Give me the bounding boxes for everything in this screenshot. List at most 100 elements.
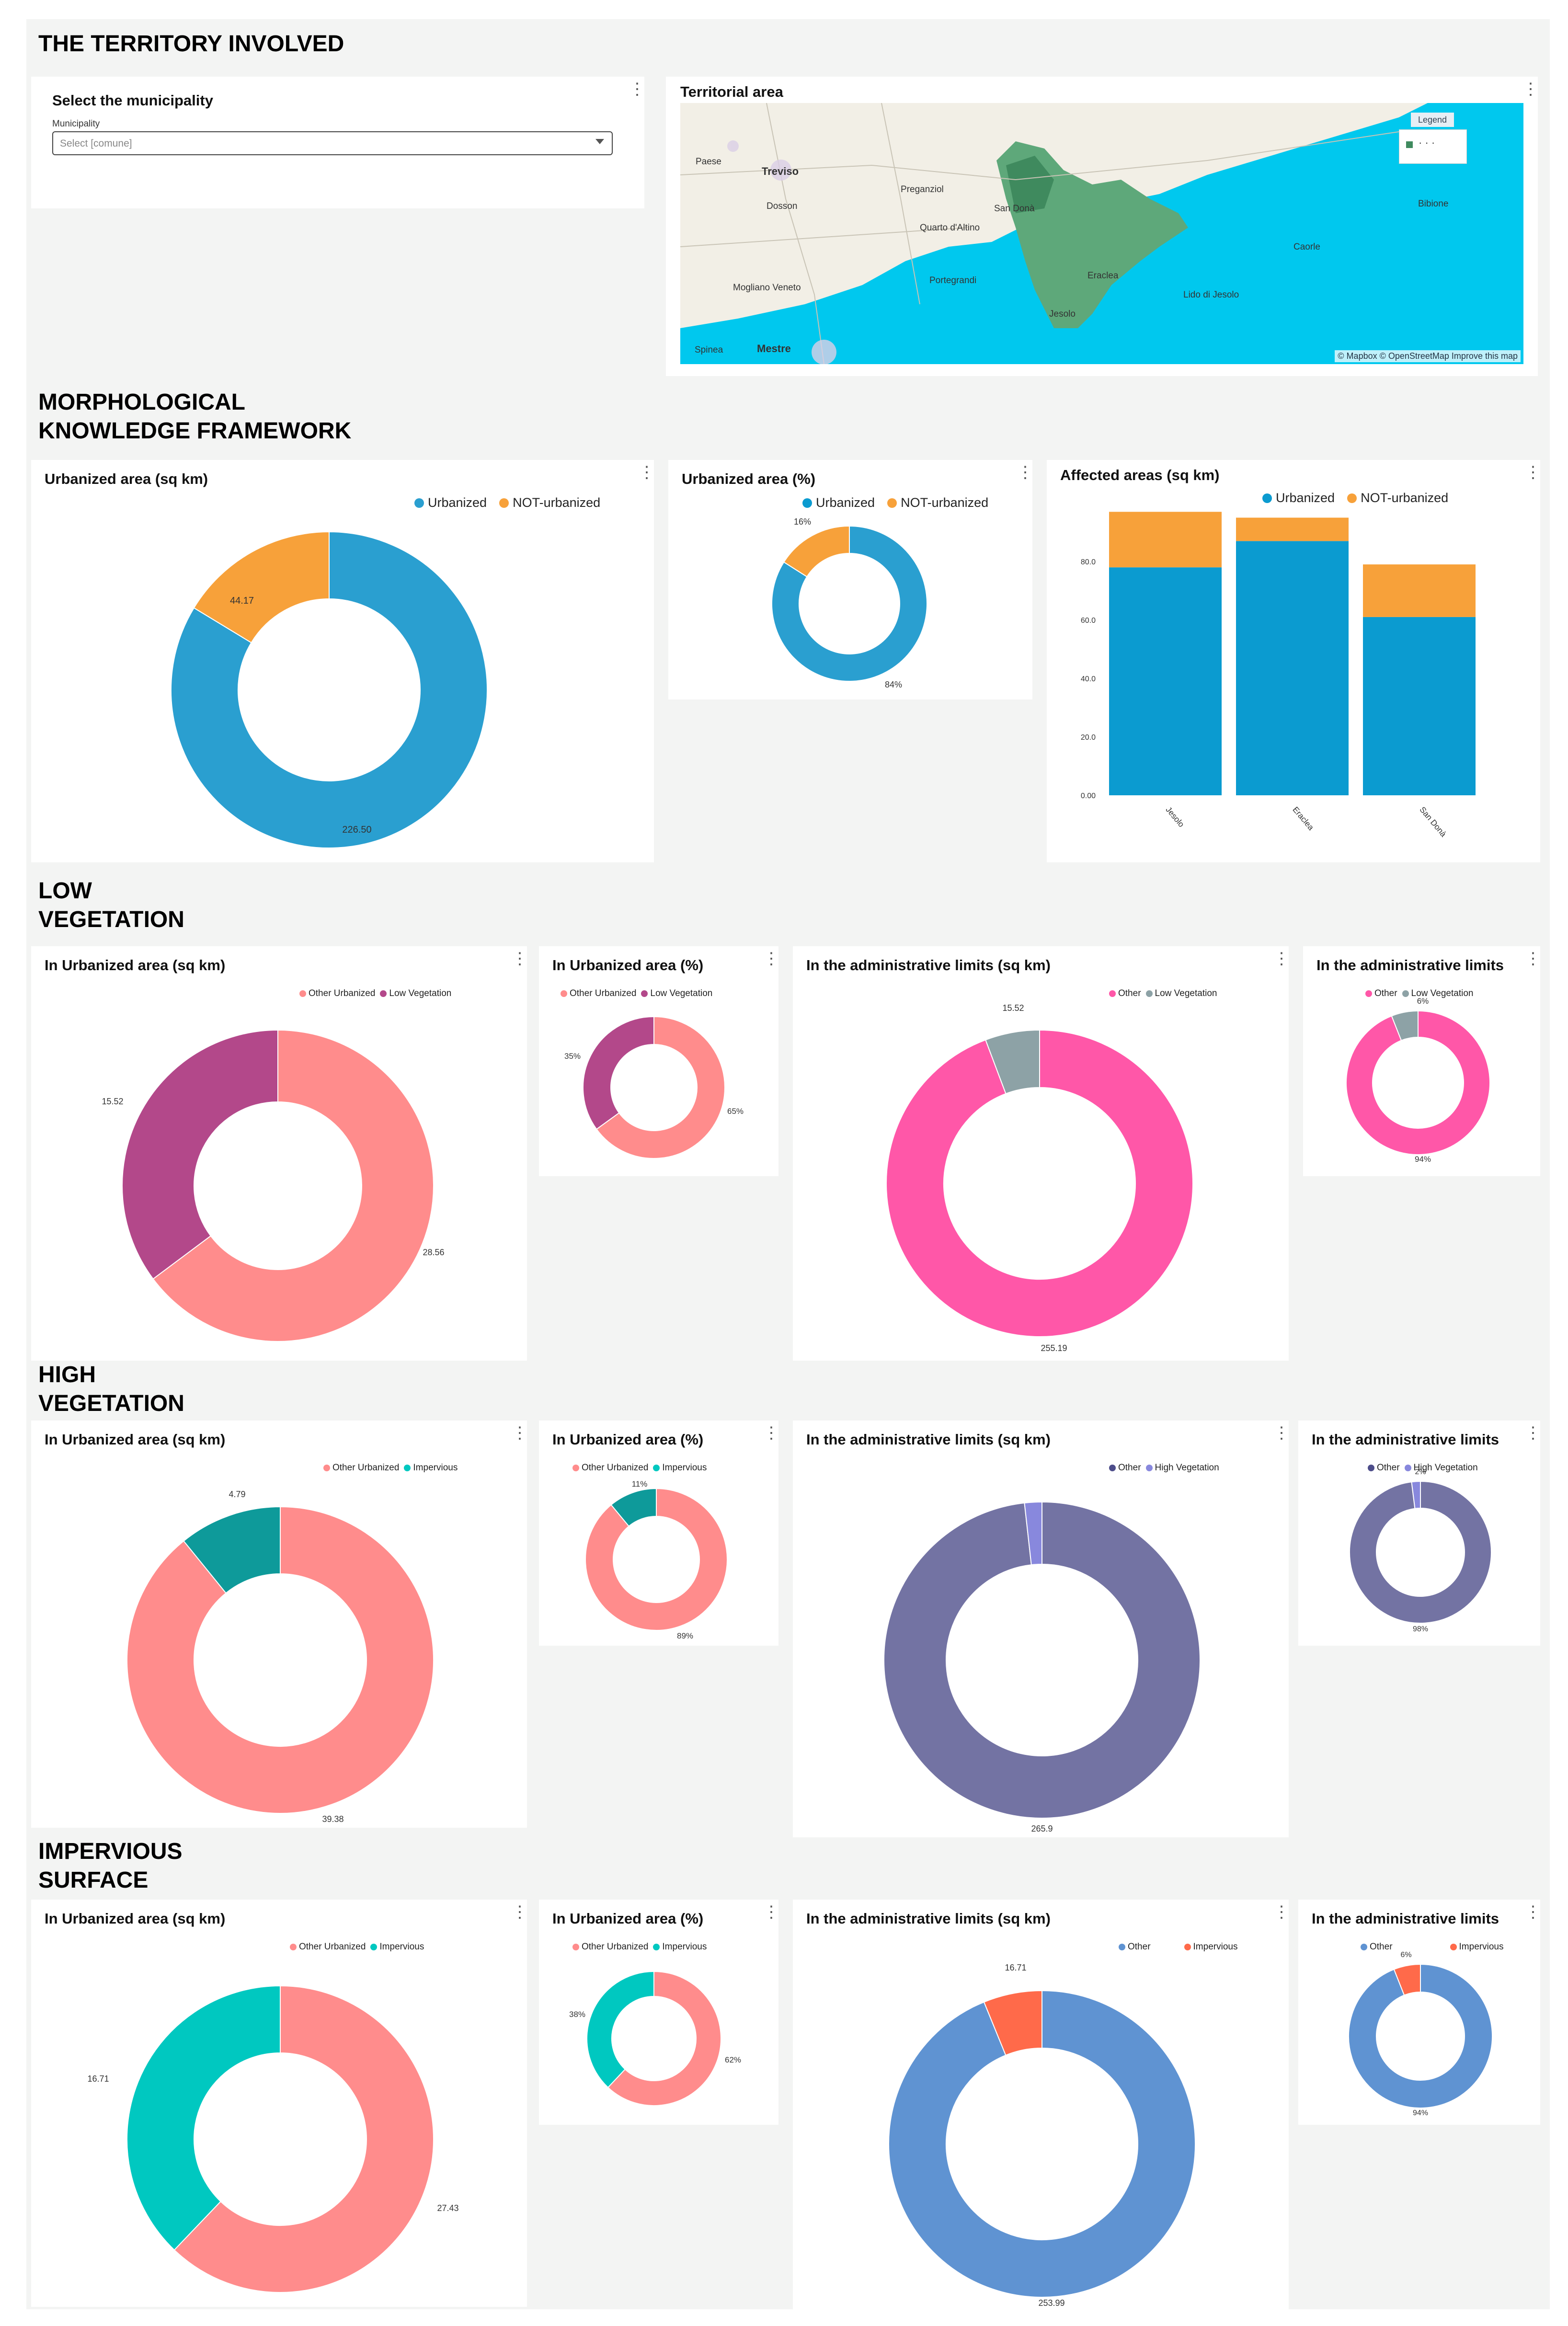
legend-item-other[interactable]: Other: [1361, 1942, 1393, 1952]
legend-item-other[interactable]: Other: [1365, 988, 1397, 999]
legend-label: Impervious: [413, 1463, 458, 1473]
donut-slice-other[interactable]: [1349, 1480, 1492, 1624]
bar-eraclea-not-urbanized[interactable]: [1236, 517, 1349, 541]
donut-slice-low-vegetation[interactable]: [1391, 1010, 1419, 1041]
legend-item-other-urbanized[interactable]: Other Urbanized: [290, 1942, 366, 1952]
data-label-impervious: 16.71: [1005, 1963, 1026, 1972]
more-options-icon[interactable]: ⋮: [1522, 80, 1539, 98]
bar-jesolo-urbanized[interactable]: [1109, 567, 1222, 795]
donut-slice-other[interactable]: [1346, 1010, 1490, 1155]
impervious-urbanized-pct-card: In Urbanized area (%) ⋮ Other Urbanized …: [539, 1900, 779, 2125]
donut-slice-impervious[interactable]: [586, 1971, 654, 2088]
section-title-impervious-surface: IMPERVIOUS SURFACE: [38, 1839, 183, 1893]
donut-slice-impervious[interactable]: [126, 1985, 281, 2251]
legend-item-urbanized[interactable]: Urbanized: [414, 495, 487, 510]
data-label-other: 265.9: [1031, 1824, 1053, 1833]
map-legend-toggle[interactable]: Legend: [1411, 113, 1454, 127]
data-label-not-urbanized: 44.17: [230, 596, 254, 606]
legend-item-low-vegetation[interactable]: Low Vegetation: [641, 988, 712, 999]
legend-item-not-urbanized[interactable]: NOT-urbanized: [499, 495, 600, 510]
data-label-other-urbanized: 65%: [727, 1107, 744, 1116]
legend-item-low-vegetation[interactable]: Low Vegetation: [1402, 988, 1473, 999]
donut-slice-urbanized[interactable]: [171, 531, 488, 848]
donut-slice-high-vegetation[interactable]: [1411, 1480, 1421, 1509]
data-label-urbanized: 84%: [885, 680, 902, 689]
legend-item-other[interactable]: Other: [1109, 988, 1141, 999]
legend-dot: [1184, 1944, 1191, 1950]
donut-chart-low-veg-admin: 94% 6%: [1346, 997, 1490, 1164]
legend-item-other-urbanized[interactable]: Other Urbanized: [323, 1463, 399, 1473]
legend-item-high-vegetation[interactable]: High Vegetation: [1145, 1463, 1219, 1473]
legend-item-other-urbanized[interactable]: Other Urbanized: [299, 988, 375, 999]
donut-slice-other-urbanized[interactable]: [585, 1488, 728, 1631]
data-label-other-urbanized: 89%: [677, 1631, 693, 1640]
legend-item-other-urbanized[interactable]: Other Urbanized: [561, 988, 636, 999]
map-graphic: [680, 103, 1523, 364]
legend-item-low-vegetation[interactable]: Low Vegetation: [380, 988, 451, 999]
donut-slice-other-urbanized[interactable]: [607, 1971, 721, 2106]
legend-label: Urbanized: [816, 495, 875, 510]
card-title: In Urbanized area (sq km): [45, 1910, 226, 1927]
legend-label: Impervious: [379, 1942, 424, 1952]
donut-slice-low-vegetation[interactable]: [583, 1016, 654, 1130]
donut-slice-high-vegetation[interactable]: [1024, 1501, 1042, 1566]
donut-slice-other-urbanized[interactable]: [126, 1506, 434, 1814]
data-label-low-vegetation: 6%: [1417, 997, 1429, 1006]
legend-dot: [1402, 990, 1409, 997]
donut-slice-other[interactable]: [886, 1029, 1193, 1337]
legend-label: Urbanized: [428, 495, 487, 510]
legend-dot: [380, 990, 387, 997]
legend-item-impervious[interactable]: Impervious: [404, 1463, 458, 1473]
donut-slice-low-vegetation[interactable]: [122, 1029, 278, 1280]
legend-dot: [1145, 1465, 1153, 1471]
donut-slice-impervious[interactable]: [1393, 1963, 1421, 1996]
donut-slice-impervious[interactable]: [610, 1488, 657, 1527]
legend-item-urbanized[interactable]: Urbanized: [802, 495, 875, 510]
legend-item-low-vegetation[interactable]: Low Vegetation: [1145, 988, 1217, 999]
municipality-select[interactable]: Select [comune]: [52, 131, 613, 155]
map-attribution[interactable]: © Mapbox © OpenStreetMap Improve this ma…: [1335, 350, 1521, 362]
legend-item-impervious[interactable]: Impervious: [653, 1942, 707, 1952]
data-label-other-urbanized: 27.43: [437, 2203, 458, 2213]
legend-item-impervious[interactable]: Impervious: [1450, 1942, 1504, 1952]
legend-item-not-urbanized[interactable]: NOT-urbanized: [887, 495, 988, 510]
legend-item-urbanized[interactable]: Urbanized: [1262, 491, 1335, 505]
legend-item-high-vegetation[interactable]: High Vegetation: [1404, 1463, 1478, 1473]
bar-san-don-urbanized[interactable]: [1363, 617, 1476, 795]
donut-slice-urbanized[interactable]: [771, 525, 927, 682]
map-place-label: Mogliano Veneto: [733, 283, 801, 293]
donut-slice-not-urbanized[interactable]: [193, 531, 330, 643]
legend-item-other[interactable]: Other: [1109, 1463, 1141, 1473]
legend-label: Other: [1377, 1463, 1400, 1473]
legend-label: Low Vegetation: [1155, 988, 1217, 998]
legend-item-other-urbanized[interactable]: Other Urbanized: [572, 1942, 648, 1952]
legend-dot: [1109, 1465, 1116, 1471]
donut-slice-other-urbanized[interactable]: [595, 1016, 725, 1159]
legend-label: Impervious: [1459, 1942, 1504, 1952]
legend-item-impervious[interactable]: Impervious: [370, 1942, 424, 1952]
donut-slice-other[interactable]: [1348, 1963, 1493, 2108]
legend-item-other-urbanized[interactable]: Other Urbanized: [572, 1463, 648, 1473]
card-title: In Urbanized area (sq km): [45, 957, 226, 974]
territory-map[interactable]: Paese Treviso Dosson Mogliano Veneto Mes…: [680, 103, 1523, 364]
donut-slice-other-urbanized[interactable]: [152, 1029, 434, 1342]
card-title: Territorial area: [680, 83, 783, 100]
bar-eraclea-urbanized[interactable]: [1236, 541, 1349, 795]
donut-slice-impervious[interactable]: [983, 1990, 1042, 2056]
donut-slice-other[interactable]: [888, 1990, 1196, 2298]
donut-slice-other-urbanized[interactable]: [173, 1985, 434, 2293]
donut-slice-not-urbanized[interactable]: [783, 525, 850, 578]
legend-item-other[interactable]: Other: [1368, 1463, 1400, 1473]
donut-slice-impervious[interactable]: [183, 1506, 281, 1594]
legend-item-impervious[interactable]: Impervious: [1184, 1942, 1237, 1952]
more-options-icon[interactable]: ⋮: [629, 80, 645, 98]
legend-dot: [499, 498, 509, 508]
donut-slice-other[interactable]: [883, 1501, 1201, 1819]
donut-slice-low-vegetation[interactable]: [984, 1029, 1040, 1095]
bar-san-don-not-urbanized[interactable]: [1363, 564, 1476, 617]
legend-item-not-urbanized[interactable]: NOT-urbanized: [1347, 491, 1448, 505]
bar-jesolo-not-urbanized[interactable]: [1109, 512, 1222, 568]
chart-legend: Other Urbanized Low Vegetation: [299, 988, 451, 999]
legend-item-other[interactable]: Other: [1119, 1942, 1151, 1952]
legend-item-impervious[interactable]: Impervious: [653, 1463, 707, 1473]
